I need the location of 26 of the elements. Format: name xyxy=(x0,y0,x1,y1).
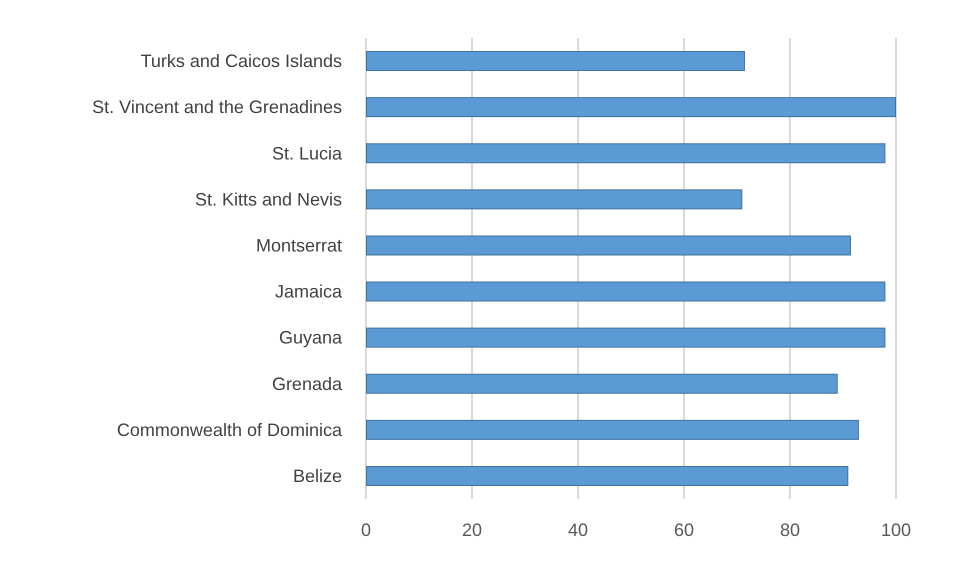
y-tick-label: Commonwealth of Dominica xyxy=(116,420,343,440)
bar xyxy=(366,328,886,348)
bar xyxy=(366,466,848,486)
x-tick-label: 80 xyxy=(780,520,800,540)
bar xyxy=(366,97,896,118)
y-tick-label: Grenada xyxy=(272,374,343,394)
x-tick-label: 40 xyxy=(568,520,588,540)
y-tick-label: St. Lucia xyxy=(272,143,343,164)
bar xyxy=(366,282,886,302)
y-tick-label: St. Kitts and Nevis xyxy=(194,189,342,210)
y-tick-label: Turks and Caicos Islands xyxy=(140,51,342,72)
bar xyxy=(366,51,745,72)
y-tick-label: Jamaica xyxy=(274,282,343,302)
bar xyxy=(366,235,851,256)
y-tick-label: St. Vincent and the Grenadines xyxy=(92,97,342,118)
y-tick-label: Belize xyxy=(292,466,342,486)
x-tick-label: 0 xyxy=(360,520,372,540)
bar xyxy=(366,420,859,440)
bar xyxy=(366,374,838,394)
bar xyxy=(366,143,886,164)
x-tick-label: 60 xyxy=(674,520,694,540)
y-tick-label: Montserrat xyxy=(256,235,342,256)
x-tick-label: 100 xyxy=(880,520,912,540)
bar xyxy=(366,189,742,210)
y-tick-label: Guyana xyxy=(278,328,343,348)
x-tick-label: 20 xyxy=(462,520,482,540)
